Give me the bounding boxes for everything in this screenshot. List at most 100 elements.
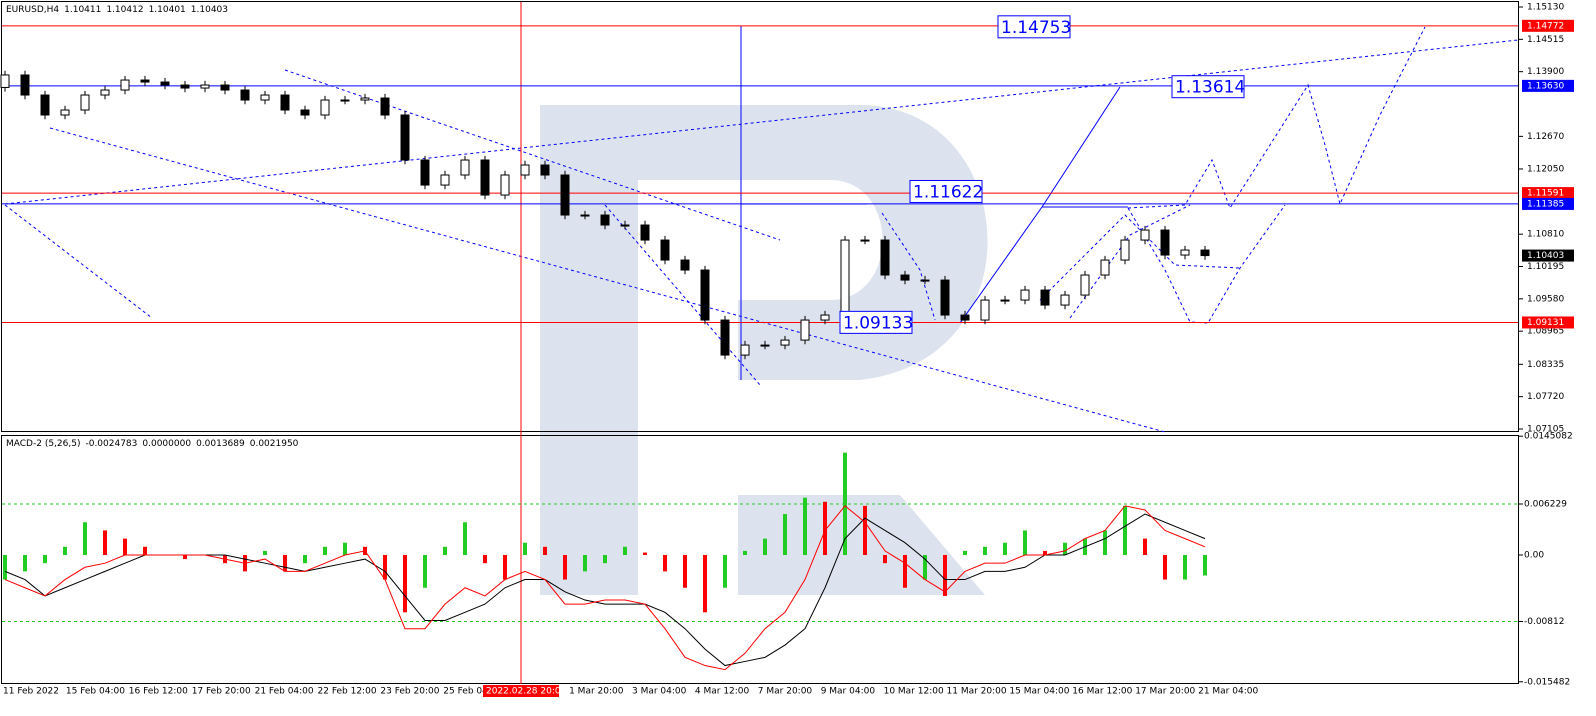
candle-body xyxy=(100,89,110,96)
histogram-bar xyxy=(83,522,87,555)
candle-body xyxy=(960,314,970,321)
histogram-bar xyxy=(963,550,967,555)
histogram-bar xyxy=(1063,542,1067,555)
candle-body xyxy=(580,214,590,217)
x-tick-label: 15 Feb 04:00 xyxy=(66,687,125,697)
macd-line xyxy=(4,505,1206,671)
candle-body xyxy=(0,74,10,88)
candle-body xyxy=(280,94,290,111)
y-tick-label: 1.10195 xyxy=(1527,262,1564,272)
candle-body xyxy=(440,174,450,186)
y-tick-label: 0.006229 xyxy=(1524,499,1567,509)
candle-body xyxy=(1200,249,1210,257)
level-box xyxy=(1522,187,1574,200)
histogram-bar xyxy=(703,554,707,613)
indicator-value: 0.0013689 xyxy=(196,439,245,449)
histogram-bar xyxy=(1143,538,1147,555)
y-tick-label: 1.10810 xyxy=(1527,230,1564,240)
histogram-bar xyxy=(183,554,187,560)
candle-body xyxy=(760,344,770,347)
ohlc-value: 1.10411 xyxy=(64,5,101,15)
histogram-bar xyxy=(343,542,347,555)
histogram-bar xyxy=(743,550,747,555)
candle-body xyxy=(620,224,630,227)
y-tick-label: -0.015482 xyxy=(1524,677,1570,687)
histogram-bar xyxy=(623,546,627,555)
histogram-bar xyxy=(883,554,887,564)
histogram-bar xyxy=(443,546,447,555)
histogram-bar xyxy=(143,546,147,555)
histogram-bar xyxy=(1103,530,1107,555)
histogram-bar xyxy=(23,554,27,572)
x-tick-label: 17 Feb 20:00 xyxy=(192,687,251,697)
candle-body xyxy=(240,89,250,101)
x-tick-label: 16 Feb 12:00 xyxy=(129,687,188,697)
histogram-bar xyxy=(263,550,267,555)
histogram-bar xyxy=(463,522,467,555)
y-tick-label: 1.12670 xyxy=(1527,132,1564,142)
indicator-name: MACD-2 (5,26,5) xyxy=(6,439,80,449)
candle-body xyxy=(560,174,570,216)
histogram-bar xyxy=(723,554,727,588)
candle-body xyxy=(660,239,670,261)
level-label: 1.11591 xyxy=(1527,189,1564,199)
candle-body xyxy=(60,109,70,116)
histogram-bar xyxy=(123,538,127,555)
candle-body xyxy=(180,84,190,89)
candle-body xyxy=(1000,299,1010,302)
x-tick-label: 25 Feb 04:00 xyxy=(443,687,502,697)
histogram-bar xyxy=(383,554,387,580)
candle-body xyxy=(840,239,850,316)
x-tick-label: 16 Mar 12:00 xyxy=(1072,687,1132,697)
annotation-box xyxy=(839,310,913,334)
indicator-value: 0.0021950 xyxy=(250,439,299,449)
histogram-bar xyxy=(1163,554,1167,580)
histogram-bar xyxy=(523,542,527,555)
histogram-bar xyxy=(1183,554,1187,580)
histogram-bar xyxy=(543,546,547,555)
level-box xyxy=(1522,316,1574,329)
candle-body xyxy=(780,339,790,346)
x-tick-label: 11 Mar 20:00 xyxy=(947,687,1007,697)
ohlc-value: 1.10412 xyxy=(106,5,143,15)
candle-body xyxy=(340,99,350,102)
level-label: 1.13630 xyxy=(1527,81,1564,91)
candle-body xyxy=(1080,274,1090,296)
histogram-bar xyxy=(863,505,867,555)
histogram-bar xyxy=(423,554,427,588)
histogram-bar xyxy=(403,554,407,613)
histogram-bar xyxy=(503,554,507,580)
macd-frame xyxy=(1,435,1519,684)
x-tick-label: 22 Feb 12:00 xyxy=(318,687,377,697)
crosshair-box xyxy=(483,685,559,697)
histogram-bar xyxy=(3,554,7,580)
price-label: 1.10403 xyxy=(1527,251,1564,261)
level-label: 1.09131 xyxy=(1527,318,1564,328)
candle-body xyxy=(80,94,90,111)
candle-body xyxy=(540,164,550,176)
ohlc-value: 1.10401 xyxy=(149,5,186,15)
histogram-bar xyxy=(283,554,287,572)
crosshair-label: 2022.02.28 20:00 xyxy=(486,687,567,697)
x-tick-label: 21 Feb 04:00 xyxy=(255,687,314,697)
histogram-bar xyxy=(303,554,307,564)
candle-body xyxy=(20,74,30,96)
histogram-bar xyxy=(103,530,107,555)
candle-body xyxy=(800,319,810,341)
annotation-label: 1.11622 xyxy=(913,182,983,202)
x-tick-label: 17 Mar 20:00 xyxy=(1135,687,1195,697)
candle-body xyxy=(460,159,470,176)
histogram-bar xyxy=(983,546,987,555)
candle-body xyxy=(120,79,130,91)
price-box xyxy=(1522,249,1574,262)
y-tick-label: 1.12050 xyxy=(1527,164,1564,174)
histogram-bar xyxy=(643,552,647,555)
histogram-bar xyxy=(483,554,487,564)
histogram-bar xyxy=(603,554,607,564)
x-tick-label: 4 Mar 12:00 xyxy=(695,687,750,697)
candle-body xyxy=(360,97,370,101)
candle-body xyxy=(900,274,910,281)
histogram-bar xyxy=(1203,554,1207,576)
candle-body xyxy=(320,99,330,116)
